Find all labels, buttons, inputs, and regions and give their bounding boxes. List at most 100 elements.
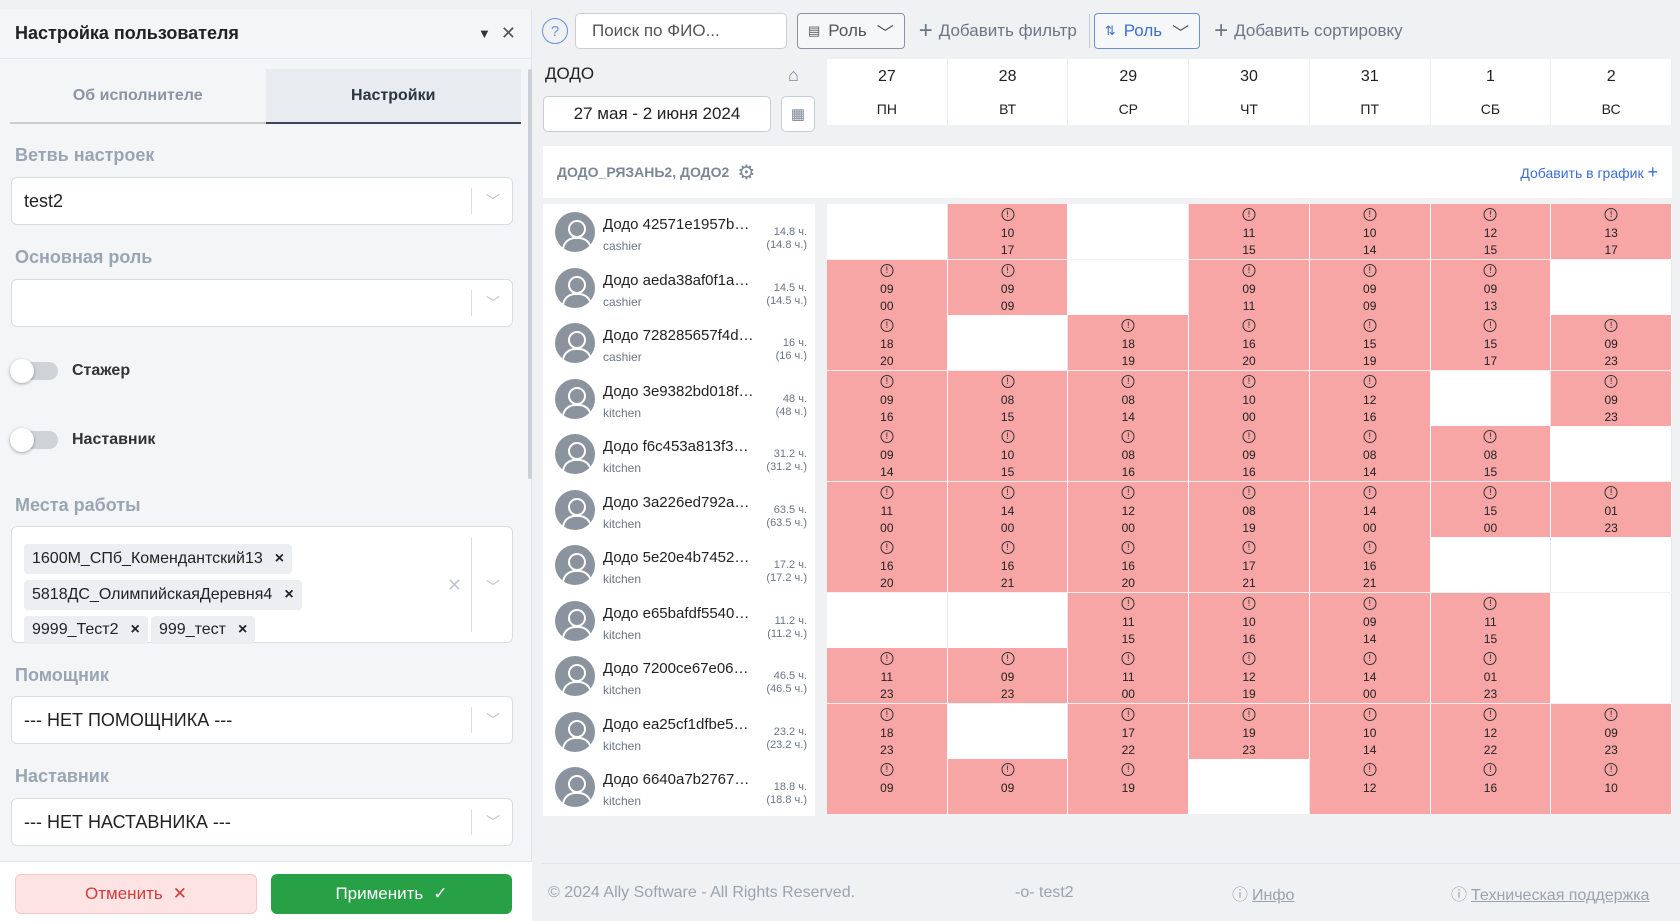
- empty-shift-cell[interactable]: [1189, 759, 1310, 814]
- shift-cell[interactable]: ! 11 15: [1189, 204, 1310, 259]
- shift-cell[interactable]: ! 09 16: [1189, 426, 1310, 481]
- shift-cell[interactable]: ! 16 20: [1189, 315, 1310, 370]
- chevron-down-icon[interactable]: ﹀: [486, 579, 500, 595]
- empty-shift-cell[interactable]: [1551, 537, 1672, 592]
- employee-cell[interactable]: Додо 42571e1957b… cashier 14.8 ч. (14.8 ч.): [543, 204, 815, 261]
- shift-cell[interactable]: ! 01 23: [1430, 648, 1552, 703]
- empty-shift-cell[interactable]: [1430, 537, 1552, 592]
- shift-cell[interactable]: ! 12 15: [1430, 204, 1552, 259]
- add-sort-button[interactable]: + Добавить сортировку: [1214, 17, 1402, 45]
- empty-shift-cell[interactable]: [827, 204, 948, 259]
- shift-cell[interactable]: ! 10 14: [1309, 703, 1431, 759]
- empty-shift-cell[interactable]: [1551, 426, 1672, 481]
- shift-cell[interactable]: ! 11 23: [827, 648, 948, 703]
- shift-cell[interactable]: ! 15 17: [1430, 315, 1552, 370]
- chevron-down-icon[interactable]: ﹀: [486, 712, 500, 728]
- search-input[interactable]: Поиск по ФИО...: [575, 13, 787, 49]
- role-sort-dropdown[interactable]: ⇅ Роль ﹀: [1093, 13, 1201, 49]
- shift-cell[interactable]: ! 10 14: [1309, 204, 1431, 259]
- date-range-input[interactable]: 27 мая - 2 июня 2024: [543, 96, 771, 132]
- shift-cell[interactable]: ! 15 00: [1430, 481, 1552, 537]
- shift-cell[interactable]: ! 09 23: [1551, 370, 1672, 426]
- shift-cell[interactable]: ! 09 14: [1309, 592, 1431, 648]
- shift-cell[interactable]: ! 09 11: [1189, 259, 1310, 315]
- shift-cell[interactable]: ! 11 15: [1068, 592, 1190, 648]
- empty-shift-cell[interactable]: [1551, 259, 1672, 315]
- shift-cell[interactable]: ! 14 00: [1309, 481, 1431, 537]
- shift-cell[interactable]: ! 16 21: [1309, 537, 1431, 592]
- remove-chip-icon[interactable]: ×: [284, 586, 294, 603]
- shift-cell[interactable]: ! 09 09: [947, 259, 1069, 315]
- shift-cell[interactable]: ! 12 22: [1430, 703, 1552, 759]
- shift-cell[interactable]: ! 09 09: [1309, 259, 1431, 315]
- shift-cell[interactable]: ! 10 17: [947, 204, 1069, 259]
- collapse-caret-icon[interactable]: ▼: [478, 26, 491, 41]
- shift-cell[interactable]: ! 10 16: [1189, 592, 1310, 648]
- shift-cell[interactable]: ! 13 17: [1551, 204, 1672, 259]
- gear-icon[interactable]: ⚙: [737, 161, 756, 184]
- shift-cell[interactable]: ! 08 19: [1189, 481, 1310, 537]
- mentor-select[interactable]: --- НЕТ НАСТАВНИКА --- ﹀: [11, 798, 513, 846]
- shift-cell[interactable]: ! 08 16: [1068, 426, 1190, 481]
- chevron-down-icon[interactable]: ﹀: [486, 295, 500, 311]
- add-filter-button[interactable]: + Добавить фильтр: [919, 17, 1077, 45]
- shift-cell[interactable]: ! 08 14: [1309, 426, 1431, 481]
- role-filter-dropdown[interactable]: ▤ Роль ﹀: [797, 13, 905, 49]
- assistant-select[interactable]: --- НЕТ ПОМОЩНИКА --- ﹀: [11, 696, 513, 744]
- branch-select[interactable]: test2 ﹀: [11, 177, 513, 225]
- employee-cell[interactable]: Додо 6640a7b2767… kitchen 18.8 ч. (18.8 ч.): [543, 759, 815, 816]
- workplaces-multiselect[interactable]: 1600М_СПб_Комендантский13 × 5818ДС_Олимп…: [11, 526, 513, 644]
- shift-cell[interactable]: ! 09 14: [827, 426, 948, 481]
- shift-cell[interactable]: ! 18 20: [827, 315, 948, 370]
- help-icon[interactable]: ?: [542, 18, 568, 44]
- employee-cell[interactable]: Додо f6c453a813f3… kitchen 31.2 ч. (31.2 ч.…: [543, 426, 815, 483]
- mentor-toggle[interactable]: [10, 428, 58, 452]
- shift-cell[interactable]: ! 09 23: [947, 648, 1069, 703]
- shift-cell[interactable]: ! 15 19: [1309, 315, 1431, 370]
- apply-button[interactable]: Применить ✓: [271, 874, 512, 914]
- shift-cell[interactable]: ! 09: [827, 759, 948, 814]
- employee-cell[interactable]: Додо 3e9382bd018f… kitchen 48 ч. (48 ч.): [543, 370, 815, 428]
- shift-cell[interactable]: ! 10 15: [947, 426, 1069, 481]
- shift-cell[interactable]: ! 08 15: [1430, 426, 1552, 481]
- remove-chip-icon[interactable]: ×: [237, 621, 248, 638]
- calendar-icon[interactable]: ▦: [781, 96, 815, 132]
- remove-chip-icon[interactable]: ×: [274, 550, 285, 567]
- empty-shift-cell[interactable]: [1430, 370, 1552, 426]
- clear-all-icon[interactable]: ✕: [446, 575, 462, 595]
- empty-shift-cell[interactable]: [947, 703, 1069, 759]
- employee-cell[interactable]: Додо 728285657f4d… cashier 16 ч. (16 ч.): [543, 315, 815, 372]
- shift-cell[interactable]: ! 09 00: [827, 259, 948, 315]
- employee-cell[interactable]: Додо e65bafdf5540… kitchen 11.2 ч. (11.2 ч.…: [543, 592, 815, 650]
- employee-cell[interactable]: Додо 3a226ed792a… kitchen 63.5 ч. (63.5 ч.): [543, 481, 815, 539]
- shift-cell[interactable]: ! 01 23: [1551, 481, 1672, 537]
- cancel-button[interactable]: Отменить ✕: [15, 874, 257, 914]
- remove-chip-icon[interactable]: ×: [130, 621, 140, 638]
- shift-cell[interactable]: ! 09 23: [1551, 703, 1672, 759]
- shift-cell[interactable]: ! 18 23: [827, 703, 948, 759]
- empty-shift-cell[interactable]: [1551, 648, 1672, 703]
- shift-cell[interactable]: ! 14 00: [947, 481, 1069, 537]
- shift-cell[interactable]: ! 11 00: [827, 481, 948, 537]
- shift-cell[interactable]: ! 09 23: [1551, 315, 1672, 370]
- shift-cell[interactable]: ! 17 21: [1189, 537, 1310, 592]
- empty-shift-cell[interactable]: [1551, 592, 1672, 648]
- shift-cell[interactable]: ! 09 16: [827, 370, 948, 426]
- shift-cell[interactable]: ! 14 00: [1309, 648, 1431, 703]
- shift-cell[interactable]: ! 11 15: [1430, 592, 1552, 648]
- support-link[interactable]: ⓘ Техническая поддержка: [1451, 881, 1649, 905]
- tab-settings[interactable]: Настройки: [265, 69, 521, 124]
- main-role-select[interactable]: ﹀: [11, 279, 513, 327]
- add-to-graph-button[interactable]: Добавить в график +: [1520, 162, 1658, 183]
- shift-cell[interactable]: ! 18 19: [1068, 315, 1190, 370]
- shift-cell[interactable]: ! 08 14: [1068, 370, 1190, 426]
- shift-cell[interactable]: ! 16 20: [1068, 537, 1190, 592]
- shift-cell[interactable]: ! 16 21: [947, 537, 1069, 592]
- shift-cell[interactable]: ! 12 00: [1068, 481, 1190, 537]
- empty-shift-cell[interactable]: [1068, 259, 1190, 315]
- empty-shift-cell[interactable]: [1068, 204, 1190, 259]
- close-icon[interactable]: ✕: [500, 23, 516, 43]
- empty-shift-cell[interactable]: [947, 315, 1069, 370]
- shift-cell[interactable]: ! 19: [1068, 759, 1190, 814]
- shift-cell[interactable]: ! 16: [1430, 759, 1552, 814]
